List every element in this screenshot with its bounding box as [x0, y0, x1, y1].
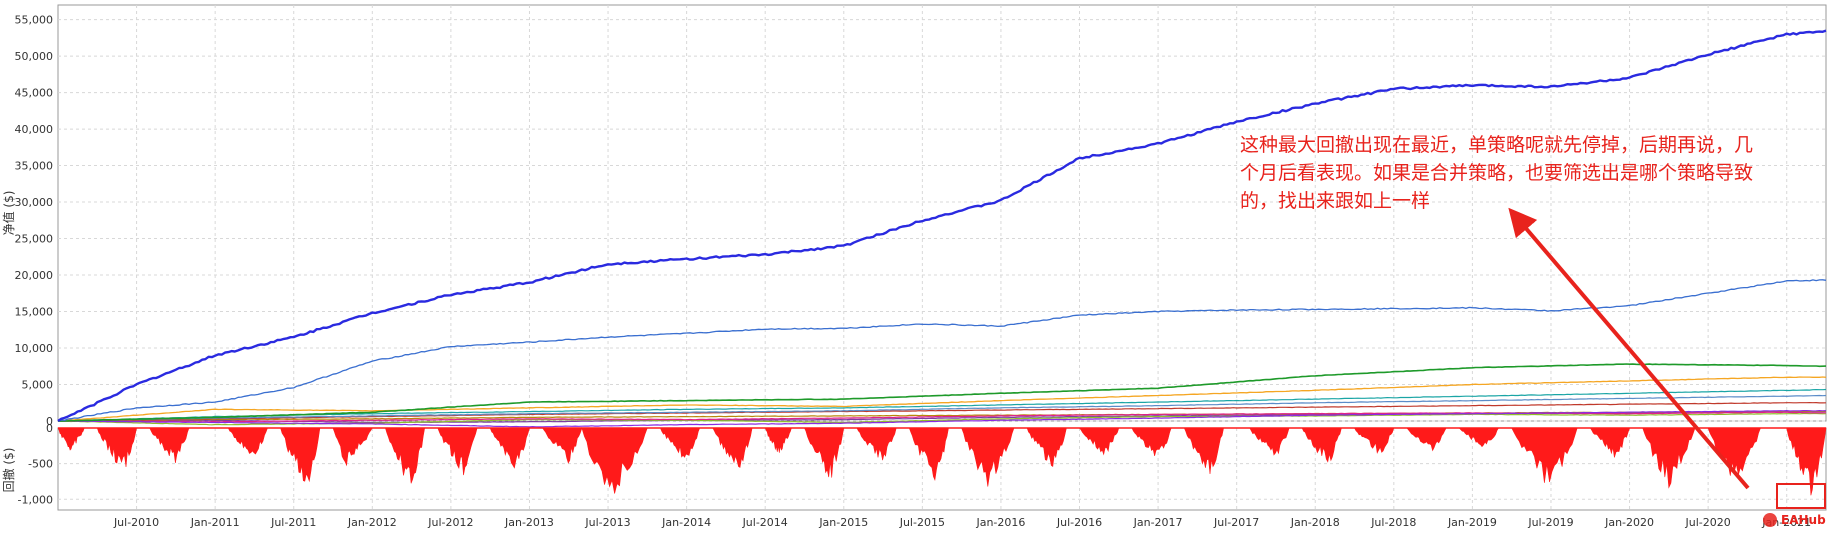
- equity-series-line: [57, 394, 1827, 422]
- x-tick-label: Jul-2014: [742, 516, 788, 529]
- equity-series-line: [57, 279, 1827, 422]
- equity-series-line: [57, 376, 1827, 422]
- drawdown-y-tick-label: -500: [28, 458, 53, 471]
- watermark-text: EAHub: [1781, 513, 1826, 527]
- equity-y-tick-label: 20,000: [15, 269, 54, 282]
- watermark: EAHub: [1763, 513, 1826, 527]
- equity-y-tick-label: 40,000: [15, 123, 54, 136]
- x-tick-label: Jul-2012: [427, 516, 473, 529]
- drawdown-chart-panel: 0 -500 -1,000 回撤 ($): [1, 422, 1827, 511]
- x-tick-label: Jan-2012: [347, 516, 397, 529]
- drawdown-y-axis-label: 回撤 ($): [1, 448, 16, 493]
- x-tick-label: Jan-2018: [1290, 516, 1340, 529]
- annotation: 这种最大回撤出现在最近，单策略呢就先停掉，后期再说，几 个月后看表现。如果是合并…: [1240, 134, 1826, 509]
- equity-series-line: [57, 29, 1827, 422]
- annotation-highlight-box: [1776, 483, 1826, 509]
- equity-series-line: [57, 410, 1827, 428]
- x-tick-label: Jul-2020: [1685, 516, 1731, 529]
- annotation-line-2: 个月后看表现。如果是合并策略，也要筛选出是哪个策略导致: [1240, 162, 1753, 184]
- x-tick-label: Jan-2013: [504, 516, 554, 529]
- equity-y-tick-label: 10,000: [15, 342, 54, 355]
- equity-series-line: [57, 388, 1827, 422]
- equity-gridlines: [58, 5, 1826, 422]
- x-tick-label: Jan-2017: [1133, 516, 1183, 529]
- equity-y-tick-label: 35,000: [15, 160, 54, 173]
- equity-y-axis-label: 净值 ($): [1, 191, 16, 236]
- x-tick-label: Jan-2019: [1447, 516, 1497, 529]
- equity-chart-panel: 0 5,000 10,000 15,000 20,000 25,000 30,000 35,0…: [1, 4, 1827, 428]
- equity-y-tick-label: 55,000: [15, 14, 54, 27]
- x-tick-label: Jan-2015: [818, 516, 868, 529]
- annotation-arrow: [1508, 207, 1750, 490]
- annotation-line-3: 的，找出来跟如上一样: [1240, 190, 1430, 212]
- equity-y-tick-label: 30,000: [15, 196, 54, 209]
- x-tick-label: Jul-2019: [1527, 516, 1573, 529]
- x-tick-label: Jul-2013: [584, 516, 630, 529]
- equity-y-tick-label: 25,000: [15, 233, 54, 246]
- drawdown-y-tick-label: 0: [46, 422, 53, 435]
- equity-series-group: [57, 29, 1827, 428]
- x-tick-label: Jul-2017: [1213, 516, 1259, 529]
- x-tick-label: Jan-2014: [661, 516, 711, 529]
- drawdown-y-tick-label: -1,000: [18, 493, 53, 506]
- equity-y-axis: 0 5,000 10,000 15,000 20,000 25,000 30,000 35,0…: [15, 14, 54, 428]
- equity-series-line: [57, 363, 1827, 422]
- x-tick-label: Jul-2011: [270, 516, 316, 529]
- x-tick-label: Jul-2018: [1370, 516, 1416, 529]
- equity-y-tick-label: 45,000: [15, 87, 54, 100]
- drawdown-area: [57, 426, 1827, 496]
- x-tick-label: Jan-2020: [1604, 516, 1654, 529]
- drawdown-y-axis: 0 -500 -1,000: [18, 422, 53, 506]
- x-tick-label: Jul-2016: [1056, 516, 1102, 529]
- watermark-logo-icon: [1763, 513, 1777, 527]
- equity-series-line: [57, 402, 1827, 422]
- equity-y-tick-label: 15,000: [15, 306, 54, 319]
- equity-plot-area: [57, 4, 1827, 422]
- x-tick-label: Jan-2016: [975, 516, 1025, 529]
- equity-y-tick-label: 5,000: [22, 379, 54, 392]
- x-axis: Jul-2010 Jan-2011 Jul-2011 Jan-2012 Jul-2012…: [113, 516, 1811, 529]
- x-tick-label: Jul-2015: [899, 516, 945, 529]
- equity-y-tick-label: 50,000: [15, 50, 54, 63]
- equity-y-tick-label: 0: [46, 415, 53, 428]
- x-tick-label: Jul-2010: [113, 516, 159, 529]
- x-tick-label: Jan-2011: [190, 516, 240, 529]
- annotation-line-1: 这种最大回撤出现在最近，单策略呢就先停掉，后期再说，几: [1240, 134, 1753, 156]
- drawdown-area-group: [57, 426, 1827, 496]
